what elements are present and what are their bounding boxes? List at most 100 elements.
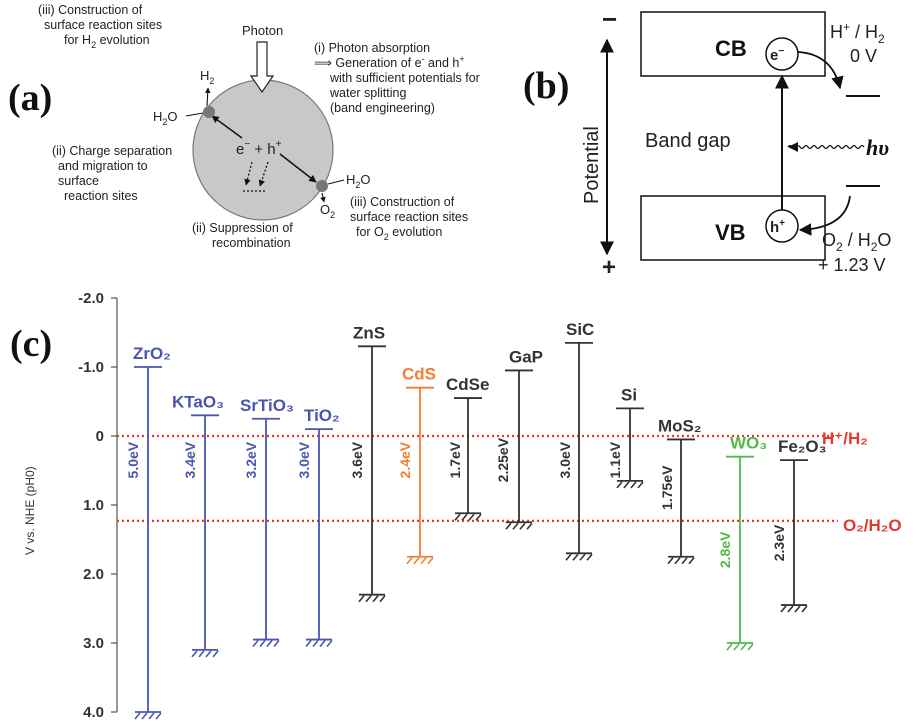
valence-hatch — [141, 712, 148, 720]
band-4: ZnS 3.6eV — [349, 323, 386, 603]
material-label: CdS — [402, 365, 436, 384]
step-i-text: (i) Photon absorption ⟹ Generation of e-… — [314, 41, 483, 115]
valence-hatch — [319, 640, 326, 648]
h2-label: H2 — [200, 68, 214, 86]
valence-hatch — [358, 595, 365, 603]
h2o-left-label: H2O — [153, 109, 178, 127]
band-12: Fe₂O₃ 2.3eV — [771, 437, 826, 613]
valence-hatch — [326, 640, 333, 648]
potential-plus-sign: + — [602, 254, 616, 281]
valence-hatch — [134, 712, 141, 720]
material-label: SrTiO₃ — [240, 396, 294, 415]
step-iii-o2-text: (iii) Construction of surface reaction s… — [350, 195, 472, 242]
valence-hatch — [312, 640, 319, 648]
valence-hatch — [801, 605, 808, 613]
band-10: MoS₂ 1.75eV — [658, 416, 701, 565]
band-gap-label: 2.3eV — [771, 524, 787, 561]
valence-hatch — [155, 712, 162, 720]
hole-transfer-arrow — [798, 195, 851, 236]
electron-migration-arrow — [211, 115, 243, 139]
hole-symbol: h+ — [770, 218, 785, 236]
band-gap-label: 3.4eV — [182, 441, 198, 478]
potential-label: Potential — [581, 126, 603, 204]
step-iii-h2-text: (iii) Construction of surface reaction s… — [38, 3, 166, 50]
valence-hatch — [726, 643, 733, 651]
potential-minus-sign: − — [602, 4, 617, 34]
electron-circle — [765, 37, 799, 71]
panel-c: (c) V vs. NHE (pH0) -2.0 -1.0 0 1.0 2.0 3.0 4.… — [10, 290, 902, 721]
band-1: KTaO₃ 3.4eV — [172, 392, 224, 658]
vb-label: VB — [715, 220, 746, 245]
valence-hatch — [413, 557, 420, 565]
band-5: CdS 2.4eV — [397, 365, 436, 565]
valence-hatch — [616, 481, 623, 489]
step-ii-separation-text: (ii) Charge separation and migration to … — [52, 144, 176, 203]
valence-hatch — [372, 595, 379, 603]
band-0: ZrO₂ 5.0eV — [125, 344, 171, 720]
band-gap-label: 3.6eV — [349, 441, 365, 478]
photon-arrow — [249, 41, 275, 94]
band-gap-label: Band gap — [645, 130, 731, 152]
y-tick-label: 0 — [96, 428, 104, 445]
valence-hatch — [512, 522, 519, 530]
valence-hatch — [461, 513, 468, 521]
valence-hatch — [379, 595, 386, 603]
electron-hole-label: e− + h+ — [236, 139, 282, 158]
material-label: CdSe — [446, 375, 489, 394]
material-label: MoS₂ — [658, 416, 701, 435]
valence-hatch — [205, 650, 212, 658]
band-9: Si 1.1eV — [607, 385, 644, 489]
valence-hatch — [420, 557, 427, 565]
valence-hatch — [252, 640, 259, 648]
o2-reaction-site — [316, 180, 328, 192]
valence-hatch — [526, 522, 533, 530]
valence-hatch — [148, 712, 155, 720]
band-gap-label: 3.0eV — [557, 441, 573, 478]
valence-hatch — [259, 640, 266, 648]
valence-hatch — [681, 557, 688, 565]
reference-line-label: H⁺/H₂ — [822, 429, 868, 448]
valence-hatch — [454, 513, 461, 521]
material-label: ZnS — [353, 323, 385, 342]
valence-hatch — [623, 481, 630, 489]
cb-label: CB — [715, 36, 747, 61]
panel-c-label: (c) — [10, 323, 52, 365]
valence-hatch — [674, 557, 681, 565]
valence-hatch — [740, 643, 747, 651]
panel-b: (b) − + Potential CB e− VB h+ Band gap h… — [523, 4, 896, 281]
valence-hatch — [630, 481, 637, 489]
hole-migration-arrow — [279, 153, 317, 183]
y-tick-label: -2.0 — [78, 290, 104, 307]
material-label: ZrO₂ — [133, 344, 171, 363]
band-11: WO₃ 2.8eV — [717, 434, 767, 651]
photon-wave-arrowhead — [788, 142, 798, 152]
band-2: SrTiO₃ 3.2eV — [240, 396, 294, 648]
y-tick-label: 1.0 — [83, 497, 104, 514]
band-gap-label: 3.0eV — [296, 441, 312, 478]
valence-hatch — [475, 513, 482, 521]
material-label: Si — [621, 385, 637, 404]
valence-hatch — [572, 553, 579, 561]
y-ticks: -2.0 -1.0 0 1.0 2.0 3.0 4.0 — [78, 290, 117, 721]
valence-hatch — [365, 595, 372, 603]
valence-hatch — [198, 650, 205, 658]
material-label: Fe₂O₃ — [778, 437, 826, 456]
valence-hatch — [747, 643, 754, 651]
o2-arrow — [320, 192, 326, 203]
photon-label: Photon — [242, 23, 283, 38]
material-label: KTaO₃ — [172, 392, 224, 411]
valence-hatch — [406, 557, 413, 565]
valence-hatch — [427, 557, 434, 565]
h2-reaction-site — [203, 106, 215, 118]
valence-hatch — [191, 650, 198, 658]
o-level-label: O2 / H2O + 1.23 V — [818, 230, 896, 275]
band-gap-label: 3.2eV — [243, 441, 259, 478]
h2-arrow — [204, 87, 211, 107]
material-label: TiO₂ — [304, 406, 340, 425]
valence-hatch — [637, 481, 644, 489]
y-tick-label: 2.0 — [83, 566, 104, 583]
valence-hatch — [667, 557, 674, 565]
valence-hatch — [688, 557, 695, 565]
electron-symbol: e− — [770, 46, 784, 64]
